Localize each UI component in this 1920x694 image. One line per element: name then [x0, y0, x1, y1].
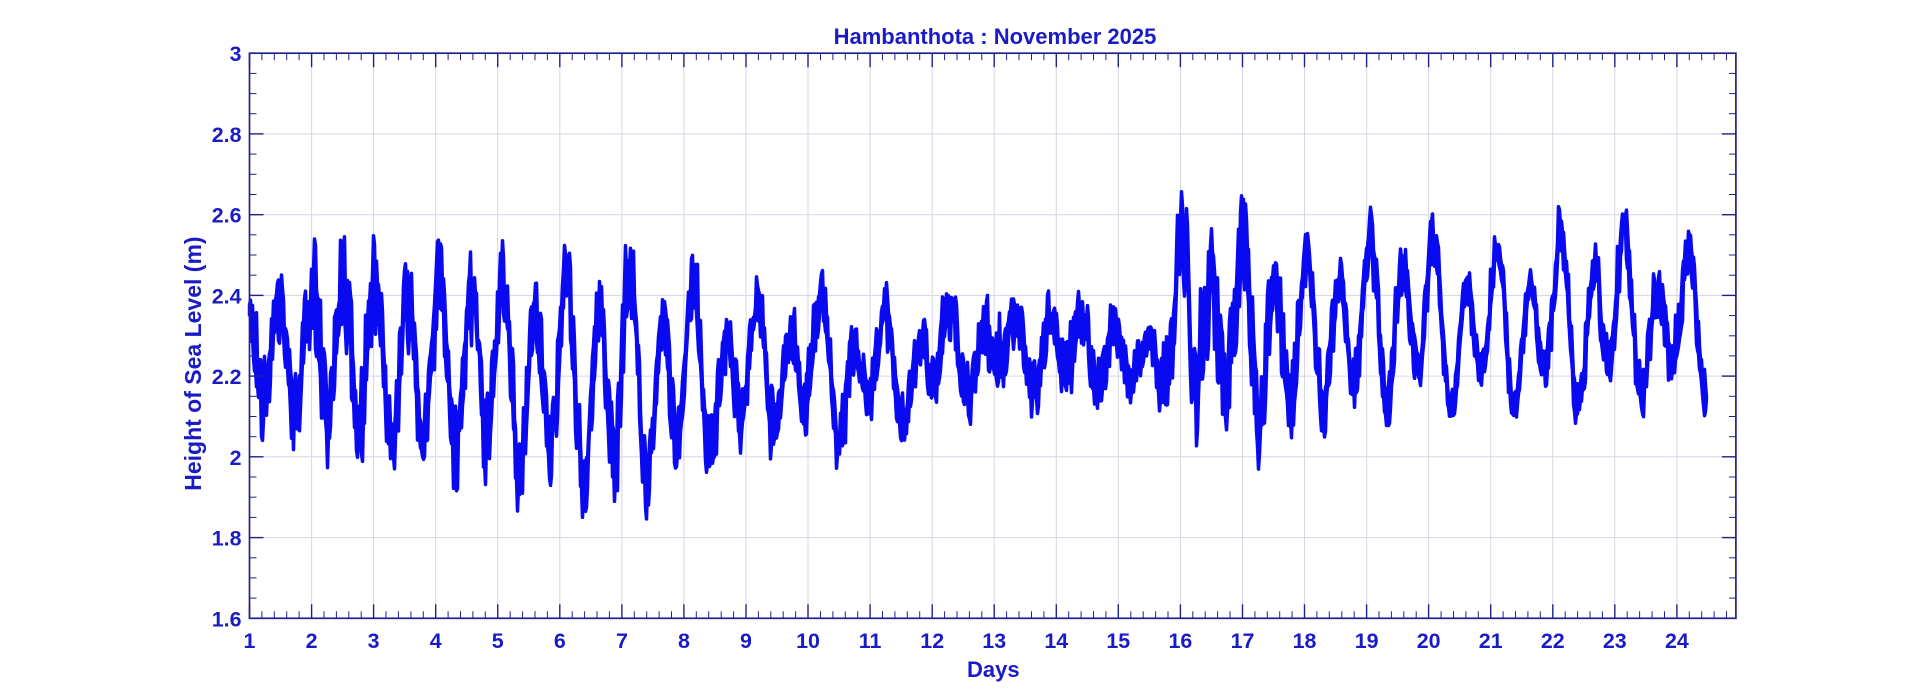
- svg-text:2: 2: [230, 446, 242, 470]
- svg-text:17: 17: [1231, 629, 1255, 653]
- svg-text:15: 15: [1106, 629, 1130, 653]
- svg-text:Height of Sea Level (m): Height of Sea Level (m): [180, 236, 206, 490]
- svg-text:1: 1: [244, 629, 256, 653]
- svg-text:16: 16: [1169, 629, 1193, 653]
- svg-text:5: 5: [492, 629, 504, 653]
- svg-text:24: 24: [1665, 629, 1689, 653]
- svg-text:18: 18: [1293, 629, 1317, 653]
- svg-text:3: 3: [230, 42, 242, 66]
- svg-text:9: 9: [740, 629, 752, 653]
- svg-text:21: 21: [1479, 629, 1503, 653]
- svg-text:2.2: 2.2: [212, 365, 242, 389]
- svg-text:Days: Days: [967, 657, 1020, 682]
- svg-text:1.6: 1.6: [212, 607, 242, 631]
- svg-text:6: 6: [554, 629, 566, 653]
- svg-text:2.4: 2.4: [212, 284, 242, 308]
- svg-text:12: 12: [920, 629, 944, 653]
- svg-text:10: 10: [796, 629, 820, 653]
- svg-text:20: 20: [1417, 629, 1441, 653]
- svg-text:22: 22: [1541, 629, 1565, 653]
- svg-text:19: 19: [1355, 629, 1379, 653]
- svg-text:1.8: 1.8: [212, 527, 242, 551]
- svg-text:2: 2: [306, 629, 318, 653]
- svg-text:11: 11: [859, 629, 882, 653]
- svg-text:8: 8: [678, 629, 690, 653]
- svg-text:Hambanthota : November 2025: Hambanthota : November 2025: [834, 24, 1157, 49]
- svg-text:7: 7: [616, 629, 628, 653]
- svg-text:23: 23: [1603, 629, 1627, 653]
- svg-text:4: 4: [430, 629, 442, 653]
- svg-text:3: 3: [368, 629, 380, 653]
- svg-text:2.6: 2.6: [212, 204, 242, 228]
- svg-text:2.8: 2.8: [212, 123, 242, 147]
- svg-text:14: 14: [1044, 629, 1068, 653]
- svg-text:13: 13: [982, 629, 1006, 653]
